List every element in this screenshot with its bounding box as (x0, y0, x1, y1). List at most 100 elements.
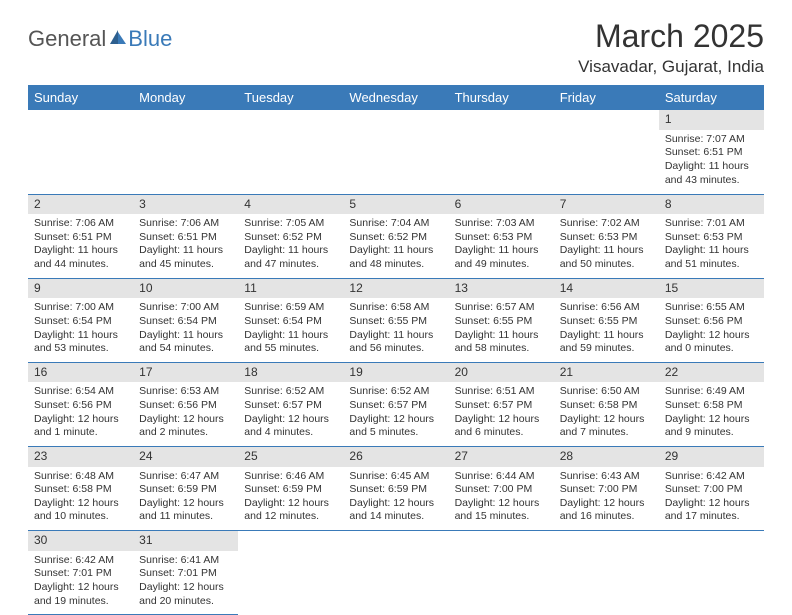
logo-sail-icon (108, 28, 128, 46)
day-number: 10 (133, 279, 238, 299)
daylight-text: Daylight: 11 hours and 48 minutes. (349, 244, 442, 271)
daylight-text: Daylight: 11 hours and 45 minutes. (139, 244, 232, 271)
sunrise-text: Sunrise: 6:50 AM (560, 385, 653, 399)
day-header: Monday (133, 85, 238, 110)
calendar-cell: 6Sunrise: 7:03 AMSunset: 6:53 PMDaylight… (449, 194, 554, 278)
calendar-cell: 28Sunrise: 6:43 AMSunset: 7:00 PMDayligh… (554, 446, 659, 530)
daylight-text: Daylight: 11 hours and 59 minutes. (560, 329, 653, 356)
calendar-cell: 2Sunrise: 7:06 AMSunset: 6:51 PMDaylight… (28, 194, 133, 278)
day-header-row: Sunday Monday Tuesday Wednesday Thursday… (28, 85, 764, 110)
daylight-text: Daylight: 12 hours and 16 minutes. (560, 497, 653, 524)
sunrise-text: Sunrise: 6:58 AM (349, 301, 442, 315)
calendar-cell (449, 110, 554, 194)
daylight-text: Daylight: 11 hours and 51 minutes. (665, 244, 758, 271)
sunset-text: Sunset: 6:52 PM (349, 231, 442, 245)
day-number: 5 (343, 195, 448, 215)
title-block: March 2025 Visavadar, Gujarat, India (578, 18, 764, 77)
sunrise-text: Sunrise: 6:59 AM (244, 301, 337, 315)
calendar-cell: 31Sunrise: 6:41 AMSunset: 7:01 PMDayligh… (133, 531, 238, 615)
calendar-cell (343, 531, 448, 615)
logo-text-1: General (28, 26, 106, 52)
sunrise-text: Sunrise: 6:42 AM (665, 470, 758, 484)
sunset-text: Sunset: 7:01 PM (34, 567, 127, 581)
sunrise-text: Sunrise: 6:41 AM (139, 554, 232, 568)
sunrise-text: Sunrise: 6:44 AM (455, 470, 548, 484)
sunrise-text: Sunrise: 6:57 AM (455, 301, 548, 315)
sunset-text: Sunset: 7:01 PM (139, 567, 232, 581)
sunset-text: Sunset: 6:58 PM (34, 483, 127, 497)
daylight-text: Daylight: 11 hours and 53 minutes. (34, 329, 127, 356)
calendar-cell: 3Sunrise: 7:06 AMSunset: 6:51 PMDaylight… (133, 194, 238, 278)
calendar-row: 1Sunrise: 7:07 AMSunset: 6:51 PMDaylight… (28, 110, 764, 194)
sunrise-text: Sunrise: 6:54 AM (34, 385, 127, 399)
sunset-text: Sunset: 6:57 PM (349, 399, 442, 413)
day-number: 16 (28, 363, 133, 383)
day-number: 19 (343, 363, 448, 383)
daylight-text: Daylight: 12 hours and 0 minutes. (665, 329, 758, 356)
daylight-text: Daylight: 12 hours and 7 minutes. (560, 413, 653, 440)
day-number: 31 (133, 531, 238, 551)
sunset-text: Sunset: 6:56 PM (139, 399, 232, 413)
day-number: 17 (133, 363, 238, 383)
sunset-text: Sunset: 6:53 PM (560, 231, 653, 245)
header: General Blue March 2025 Visavadar, Gujar… (28, 18, 764, 77)
calendar-cell: 24Sunrise: 6:47 AMSunset: 6:59 PMDayligh… (133, 446, 238, 530)
calendar-cell: 9Sunrise: 7:00 AMSunset: 6:54 PMDaylight… (28, 278, 133, 362)
calendar-cell: 11Sunrise: 6:59 AMSunset: 6:54 PMDayligh… (238, 278, 343, 362)
daylight-text: Daylight: 11 hours and 56 minutes. (349, 329, 442, 356)
calendar-cell: 4 Sunrise: 7:05 AMSunset: 6:52 PMDaylight… (238, 194, 343, 278)
day-number: 4 (238, 195, 343, 215)
sunset-text: Sunset: 6:56 PM (665, 315, 758, 329)
daylight-text: Daylight: 12 hours and 11 minutes. (139, 497, 232, 524)
daylight-text: Daylight: 12 hours and 10 minutes. (34, 497, 127, 524)
daylight-text: Daylight: 12 hours and 19 minutes. (34, 581, 127, 608)
sunrise-text: Sunrise: 6:48 AM (34, 470, 127, 484)
sunrise-text: Sunrise: 7:04 AM (349, 217, 442, 231)
calendar-row: 30Sunrise: 6:42 AMSunset: 7:01 PMDayligh… (28, 531, 764, 615)
day-header: Sunday (28, 85, 133, 110)
daylight-text: Daylight: 11 hours and 44 minutes. (34, 244, 127, 271)
daylight-text: Daylight: 11 hours and 55 minutes. (244, 329, 337, 356)
sunset-text: Sunset: 6:54 PM (244, 315, 337, 329)
calendar-cell: 14Sunrise: 6:56 AMSunset: 6:55 PMDayligh… (554, 278, 659, 362)
day-number: 21 (554, 363, 659, 383)
calendar-cell: 20Sunrise: 6:51 AMSunset: 6:57 PMDayligh… (449, 362, 554, 446)
calendar-cell: 19Sunrise: 6:52 AMSunset: 6:57 PMDayligh… (343, 362, 448, 446)
daylight-text: Daylight: 12 hours and 12 minutes. (244, 497, 337, 524)
day-number: 12 (343, 279, 448, 299)
sunrise-text: Sunrise: 6:52 AM (244, 385, 337, 399)
calendar-cell: 17Sunrise: 6:53 AMSunset: 6:56 PMDayligh… (133, 362, 238, 446)
sunset-text: Sunset: 6:57 PM (244, 399, 337, 413)
sunrise-text: Sunrise: 7:00 AM (139, 301, 232, 315)
daylight-text: Daylight: 12 hours and 15 minutes. (455, 497, 548, 524)
sunset-text: Sunset: 6:58 PM (665, 399, 758, 413)
daylight-text: Daylight: 11 hours and 47 minutes. (244, 244, 337, 271)
calendar-cell (449, 531, 554, 615)
calendar-cell: 18Sunrise: 6:52 AMSunset: 6:57 PMDayligh… (238, 362, 343, 446)
sunset-text: Sunset: 6:52 PM (244, 231, 337, 245)
day-number: 26 (343, 447, 448, 467)
logo-text-2: Blue (128, 26, 172, 52)
daylight-text: Daylight: 12 hours and 4 minutes. (244, 413, 337, 440)
sunrise-text: Sunrise: 6:56 AM (560, 301, 653, 315)
calendar-cell: 8Sunrise: 7:01 AMSunset: 6:53 PMDaylight… (659, 194, 764, 278)
day-number: 7 (554, 195, 659, 215)
sunrise-text: Sunrise: 6:52 AM (349, 385, 442, 399)
sunset-text: Sunset: 6:51 PM (34, 231, 127, 245)
calendar-cell: 27Sunrise: 6:44 AMSunset: 7:00 PMDayligh… (449, 446, 554, 530)
day-number: 3 (133, 195, 238, 215)
calendar-cell: 25Sunrise: 6:46 AMSunset: 6:59 PMDayligh… (238, 446, 343, 530)
sunrise-text: Sunrise: 7:01 AM (665, 217, 758, 231)
day-number: 20 (449, 363, 554, 383)
sunset-text: Sunset: 6:54 PM (34, 315, 127, 329)
calendar-cell: 10Sunrise: 7:00 AMSunset: 6:54 PMDayligh… (133, 278, 238, 362)
sunrise-text: Sunrise: 7:02 AM (560, 217, 653, 231)
day-number: 30 (28, 531, 133, 551)
sunrise-text: Sunrise: 7:03 AM (455, 217, 548, 231)
daylight-text: Daylight: 12 hours and 2 minutes. (139, 413, 232, 440)
day-number: 25 (238, 447, 343, 467)
calendar-cell: 21Sunrise: 6:50 AMSunset: 6:58 PMDayligh… (554, 362, 659, 446)
sunset-text: Sunset: 6:54 PM (139, 315, 232, 329)
sunrise-text: Sunrise: 7:07 AM (665, 133, 758, 147)
sunrise-text: Sunrise: 7:05 AM (244, 217, 337, 231)
